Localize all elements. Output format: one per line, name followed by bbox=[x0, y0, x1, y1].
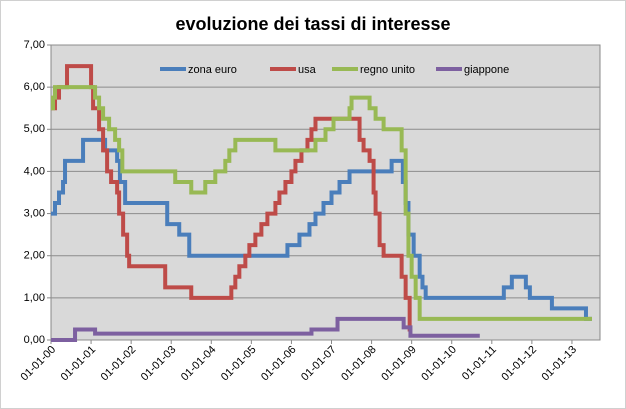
legend-label: zona euro bbox=[188, 64, 237, 76]
y-tick-label: 3,00 bbox=[24, 207, 45, 219]
y-tick-label: 4,00 bbox=[24, 165, 45, 177]
series-line bbox=[51, 316, 480, 342]
legend-label: usa bbox=[298, 64, 317, 76]
y-tick-label: 6,00 bbox=[24, 81, 45, 93]
series-line bbox=[51, 85, 592, 321]
y-tick-label: 5,00 bbox=[24, 123, 45, 135]
legend-label: giappone bbox=[464, 64, 509, 76]
legend-label: regno unito bbox=[360, 64, 415, 76]
series-line bbox=[51, 137, 592, 321]
legend: zona euro usa regno unito giappone bbox=[160, 64, 509, 76]
series-line bbox=[51, 64, 412, 332]
chart-title: evoluzione dei tassi di interesse bbox=[175, 14, 450, 34]
y-tick-label: 7,00 bbox=[24, 39, 45, 51]
plot-area bbox=[50, 44, 601, 341]
y-tick-label: 0,00 bbox=[24, 334, 45, 346]
y-tick-label: 1,00 bbox=[24, 292, 45, 304]
y-tick-label: 2,00 bbox=[24, 250, 45, 262]
